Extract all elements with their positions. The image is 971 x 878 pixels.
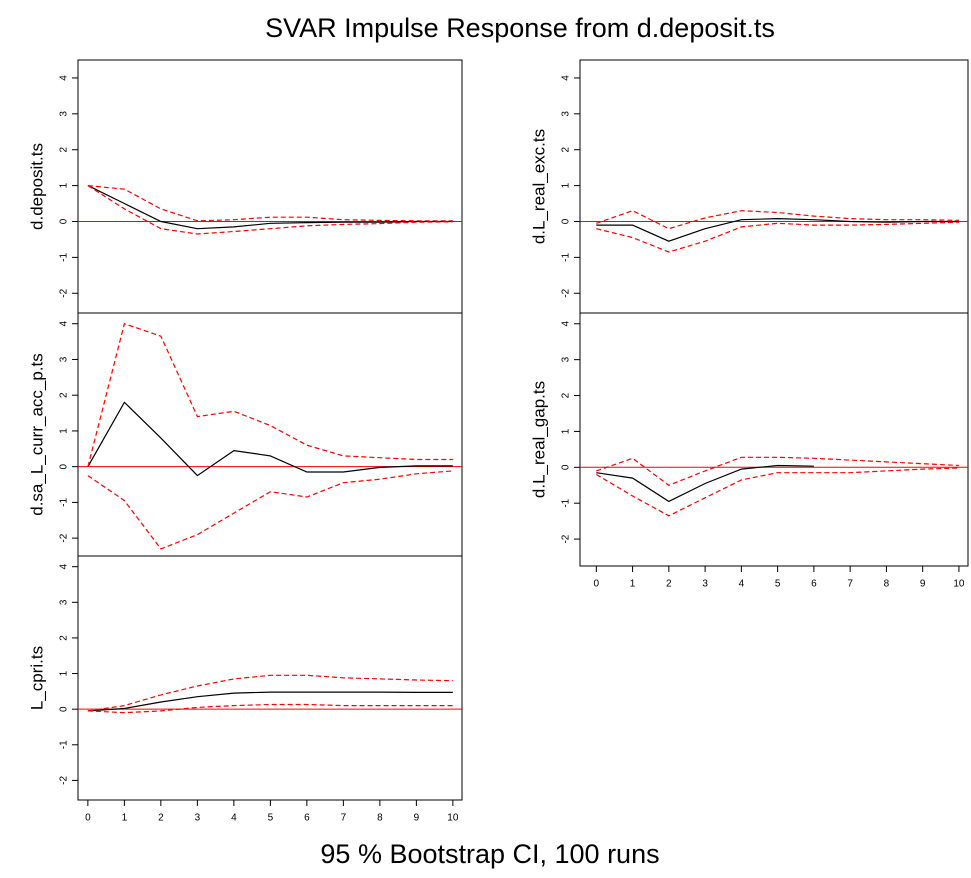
x-tick-label: 10	[447, 813, 459, 824]
y-tick-label: 2	[59, 146, 70, 152]
y-tick-label: 4	[561, 75, 572, 81]
y-tick-label: -1	[59, 252, 70, 261]
series-line	[87, 674, 453, 712]
y-tick-label: 3	[59, 111, 70, 117]
y-tick-label: 0	[561, 464, 572, 470]
x-tick-label: 3	[702, 579, 708, 590]
plot-frame	[579, 59, 969, 314]
y-tick-label: 2	[561, 392, 572, 398]
y-tick-label: -2	[59, 776, 70, 785]
series-line	[596, 217, 959, 242]
y-tick-label: -2	[561, 534, 572, 543]
x-tick-label: 2	[158, 813, 164, 824]
x-tick-label: 6	[304, 813, 310, 824]
plot-frame	[579, 312, 969, 567]
y-axis-label: L_cpri.ts	[27, 646, 46, 710]
x-tick-label: 9	[414, 813, 420, 824]
y-tick-label: 2	[59, 635, 70, 641]
x-tick-label: 7	[847, 579, 853, 590]
series-line	[596, 464, 814, 503]
y-tick-label: 3	[561, 111, 572, 117]
x-tick-label: 0	[85, 813, 91, 824]
plot-frame	[77, 555, 463, 801]
y-tick-label: 1	[59, 182, 70, 188]
series-line	[87, 691, 453, 712]
x-tick-label: 6	[811, 579, 817, 590]
y-tick-label: 4	[59, 321, 70, 327]
y-tick-label: -2	[59, 533, 70, 542]
y-tick-label: 1	[59, 670, 70, 676]
plot-frame	[77, 312, 463, 557]
y-tick-label: 0	[561, 218, 572, 224]
x-tick-label: 4	[231, 813, 237, 824]
x-tick-label: 1	[122, 813, 128, 824]
x-tick-label: 0	[594, 579, 600, 590]
y-tick-label: -1	[561, 252, 572, 261]
y-tick-label: 1	[561, 182, 572, 188]
y-tick-label: -1	[59, 740, 70, 749]
y-tick-label: -1	[59, 498, 70, 507]
plot-frame	[77, 59, 463, 314]
y-tick-label: 2	[561, 146, 572, 152]
y-axis-label: d.L_real_gap.ts	[529, 381, 548, 498]
series-line	[87, 185, 453, 235]
chart-title: SVAR Impulse Response from d.deposit.ts	[265, 13, 775, 43]
x-tick-label: 5	[268, 813, 274, 824]
y-tick-label: -2	[561, 288, 572, 297]
y-tick-label: 2	[59, 392, 70, 398]
series-line	[87, 185, 453, 230]
series-line	[596, 221, 959, 253]
y-axis-label: d.L_real_exc.ts	[529, 129, 548, 244]
x-tick-label: 4	[739, 579, 745, 590]
x-tick-label: 8	[884, 579, 890, 590]
y-tick-label: 4	[59, 75, 70, 81]
x-tick-label: 10	[953, 579, 965, 590]
series-line	[595, 467, 959, 517]
y-tick-label: -1	[561, 498, 572, 507]
y-tick-label: 4	[59, 563, 70, 569]
y-tick-label: 0	[59, 218, 70, 224]
x-tick-label: 1	[630, 579, 636, 590]
x-tick-label: 7	[341, 813, 347, 824]
y-tick-label: 3	[59, 356, 70, 362]
x-tick-label: 3	[195, 813, 201, 824]
series-line	[87, 401, 453, 477]
y-axis-label: d.deposit.ts	[27, 143, 46, 230]
y-tick-label: -2	[59, 288, 70, 297]
series-line	[596, 456, 959, 486]
y-tick-label: 1	[561, 428, 572, 434]
y-axis-label: d.sa_L_curr_acc_p.ts	[27, 353, 46, 516]
x-tick-label: 5	[775, 579, 781, 590]
series-line	[596, 210, 959, 230]
y-tick-label: 0	[59, 463, 70, 469]
y-tick-label: 3	[561, 356, 572, 362]
y-tick-label: 3	[59, 599, 70, 605]
x-tick-label: 9	[920, 579, 926, 590]
y-tick-label: 1	[59, 428, 70, 434]
y-tick-label: 0	[59, 706, 70, 712]
series-line	[87, 185, 453, 222]
x-tick-label: 8	[377, 813, 383, 824]
series-line	[87, 703, 453, 714]
series-line	[87, 322, 453, 467]
chart-footer: 95 % Bootstrap CI, 100 runs	[320, 839, 659, 869]
series-line	[87, 470, 453, 550]
x-tick-label: 2	[666, 579, 672, 590]
y-tick-label: 4	[561, 321, 572, 327]
